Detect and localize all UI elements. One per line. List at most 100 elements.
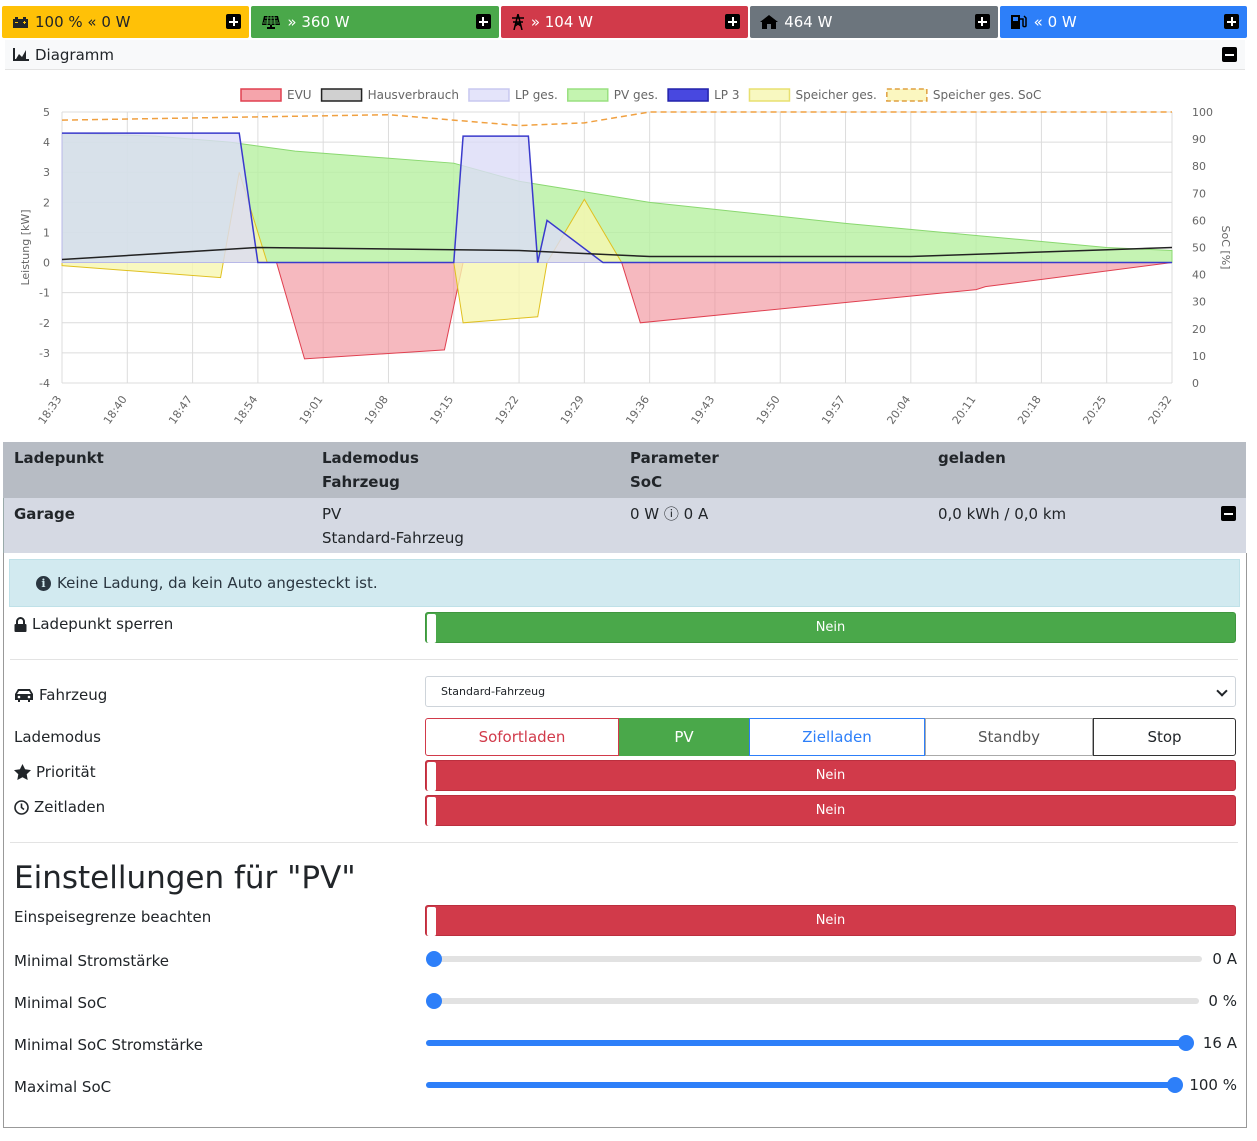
mode-pv-button[interactable]: PV [619,718,749,756]
series-lp-3-line [62,132,1172,264]
expand-pv-icon[interactable] [475,14,491,29]
min-soc-slider[interactable] [426,993,1199,1009]
slider-thumb[interactable] [426,993,442,1009]
y2-tick-label: 60 [1192,214,1206,227]
min-soc-current-slider[interactable] [426,1035,1194,1051]
legend-label: Speicher ges. SoC [933,88,1042,102]
feedin-toggle[interactable]: Nein [425,905,1236,936]
lock-label: Ladepunkt sperren [32,615,174,633]
y-tick-label: -3 [39,347,50,360]
chargepoint-charged: 0,0 kWh / 0,0 km [938,505,1067,523]
slider-thumb[interactable] [426,951,442,967]
x-tick-label: 20:25 [1080,393,1109,426]
timed-value: Nein [815,803,846,818]
col-fahrzeug: Fahrzeug [322,473,400,491]
y2-axis-label: SoC [%] [1219,226,1232,270]
series-speicher-ges-soc-line [61,111,1172,127]
battery-tile[interactable]: 100 % « 0 W [2,6,250,38]
y-tick-label: 5 [43,106,50,119]
expand-house-icon[interactable] [974,14,990,29]
solar-panel-icon [262,15,281,29]
info-alert: i Keine Ladung, da kein Auto angesteckt … [9,559,1240,607]
y-tick-label: -2 [39,317,50,330]
toggle-knob [427,614,436,643]
mode-row-label: Lademodus [14,728,101,746]
x-tick-label: 19:29 [558,393,587,426]
divider [10,659,1238,660]
grid-label: » 104 W [530,13,593,31]
expand-grid-icon[interactable] [725,14,741,29]
chargepoint-mode: PV [322,505,342,523]
collapse-diagram-icon[interactable] [1222,47,1237,62]
chargepoint-vehicle: Standard-Fahrzeug [322,529,464,547]
chevron-down-icon [1216,685,1228,697]
car-icon [15,689,33,702]
vehicle-select[interactable]: Standard-Fahrzeug [425,676,1236,707]
col-parameter: Parameter [630,449,719,467]
clock-icon [14,799,29,815]
star-icon [14,764,31,780]
y2-tick-label: 40 [1192,269,1206,282]
mode-stop-button[interactable]: Stop [1093,718,1236,756]
pv-label: » 360 W [287,13,350,31]
y2-tick-label: 90 [1192,133,1206,146]
slider-fill [426,1040,1186,1046]
max-soc-slider[interactable] [426,1077,1183,1093]
feedin-row-label: Einspeisegrenze beachten [14,908,211,926]
house-tile[interactable]: 464 W [750,6,998,38]
slider-thumb[interactable] [1167,1077,1183,1093]
info-icon: i [36,575,51,591]
feedin-value: Nein [815,913,846,928]
x-tick-label: 19:36 [623,393,652,426]
feedin-label: Einspeisegrenze beachten [14,908,212,926]
legend-label: PV ges. [614,88,658,102]
series-hausverbrauch-line [61,246,1173,261]
x-tick-label: 20:11 [950,393,979,426]
y2-tick-label: 0 [1192,377,1199,390]
min-current-row-label: Minimal Stromstärke [14,952,169,970]
slider-thumb[interactable] [1178,1035,1194,1051]
priority-toggle[interactable]: Nein [425,760,1236,791]
mode-zielladen-button[interactable]: Zielladen [749,718,925,756]
toggle-knob [427,907,436,936]
timed-toggle[interactable]: Nein [425,795,1236,826]
min-current-value: 0 A [1212,950,1237,968]
min-current-slider[interactable] [426,951,1202,967]
table-row[interactable]: Garage PV Standard-Fahrzeug 0 W ⓘ 0 A 0,… [3,498,1246,553]
grid-tile[interactable]: » 104 W [500,6,749,38]
legend-swatch [886,88,928,102]
charger-tile[interactable]: « 0 W [999,6,1248,38]
pv-tile[interactable]: » 360 W [251,6,499,38]
legend-swatch [320,88,363,102]
house-label: 464 W [784,13,833,31]
series-evu-area [62,262,1173,360]
min-soc-label: Minimal SoC [14,994,107,1012]
x-tick-label: 19:50 [754,393,783,426]
legend-swatch [240,88,282,102]
y2-tick-label: 10 [1192,350,1206,363]
legend-label: EVU [287,88,312,102]
mode-standby-button[interactable]: Standby [925,718,1093,756]
chargepoint-name: Garage [14,505,75,523]
priority-value: Nein [815,768,846,783]
mode-sofortladen-button[interactable]: Sofortladen [425,718,619,756]
expand-battery-icon[interactable] [226,14,242,29]
chargepoint-table-header: Ladepunkt Lademodus Fahrzeug Parameter S… [3,442,1246,498]
lock-toggle[interactable]: Nein [425,612,1236,643]
y-tick-label: -4 [39,377,50,390]
vehicle-selected: Standard-Fahrzeug [441,685,546,698]
expand-charger-icon[interactable] [1224,14,1240,29]
lock-value: Nein [815,620,846,635]
collapse-chargepoint-icon[interactable] [1221,506,1236,521]
legend-swatch [748,88,791,102]
mode-button-group: Sofortladen PV Zielladen Standby Stop [425,718,1236,756]
x-tick-label: 19:15 [427,393,456,426]
charging-station-icon [1010,15,1027,29]
y-tick-label: 2 [43,196,50,209]
min-soc-row-label: Minimal SoC [14,994,107,1012]
slider-fill [426,1082,1175,1088]
car-battery-icon [13,16,28,28]
x-tick-label: 18:33 [36,393,65,426]
min-current-label: Minimal Stromstärke [14,952,169,970]
area-chart-icon [13,48,29,61]
